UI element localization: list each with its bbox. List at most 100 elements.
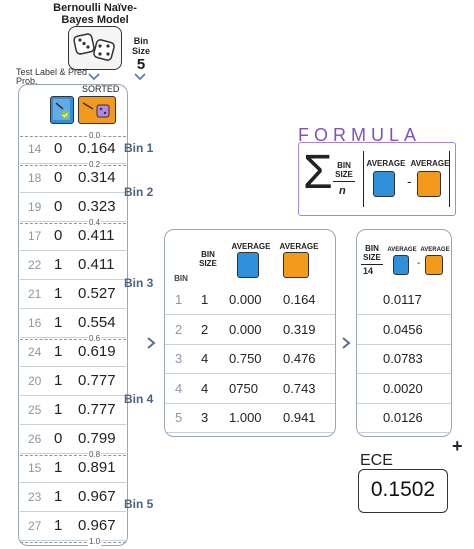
col-header-bin-size: BIN SIZE: [199, 250, 217, 268]
ece-term-row: 0.0020: [357, 375, 451, 404]
row-pred-prob: 0.967: [78, 488, 116, 505]
ece-value: 0.1502: [370, 478, 436, 501]
plus-sign: +: [452, 436, 463, 456]
cell-bin: 3: [175, 351, 183, 366]
row-index: 17: [28, 229, 42, 243]
ece-result-box: [358, 469, 448, 513]
boundary-value: 0.6: [88, 334, 102, 344]
row-index: 23: [28, 490, 42, 504]
formula-average-label: AVERAGE: [366, 159, 406, 168]
ece-term-row: 0.0126: [357, 404, 451, 433]
boundary-value: 0.0: [88, 131, 102, 141]
ece-head-bin-size: BIN SIZE: [363, 244, 381, 262]
fraction-bar: [333, 181, 355, 182]
cell-bin-size: 2: [201, 321, 209, 337]
ece-term-value: 0.0456: [383, 321, 423, 337]
ece-term-row: 0.0117: [357, 286, 451, 315]
sorted-row: 21 1 0.527: [20, 281, 126, 309]
formula-bin-size: BIN SIZE: [335, 161, 353, 179]
predicted-prob-icon: [78, 96, 116, 124]
row-index: 22: [28, 258, 42, 272]
col-header-average-prob: AVERAGE: [279, 242, 319, 251]
ece-label: ECE: [360, 452, 393, 469]
sorted-header: SORTED: [82, 84, 120, 94]
row-true-label: 1: [54, 488, 63, 505]
bin-size-label: Bin Size: [131, 36, 150, 56]
row-true-label: 1: [54, 401, 63, 418]
row-true-label: 0: [54, 198, 63, 215]
chevron-down-icon: [134, 72, 146, 84]
ece-term-value: 0.0020: [383, 380, 423, 396]
bin-label-3: Bin 3: [124, 276, 154, 290]
boundary-value: 1.0: [88, 537, 102, 547]
bin-boundary: 0.2: [20, 160, 126, 170]
sorted-row: 20 1 0.777: [20, 368, 126, 396]
sorted-row: 19 0 0.323: [20, 194, 126, 222]
ece-term-row: 0.0783: [357, 345, 451, 374]
sorted-row: 16 1 0.554: [20, 310, 126, 338]
ece-terms-table: BIN SIZE 14 AVERAGE - AVERAGE 0.0117 0.04…: [356, 229, 452, 437]
cell-average-prob: 0.941: [283, 410, 316, 425]
row-pred-prob: 0.554: [78, 314, 116, 331]
cell-bin: 1: [175, 292, 183, 307]
row-index: 14: [28, 142, 42, 156]
true-label-icon: [50, 96, 74, 124]
row-true-label: 1: [54, 256, 63, 273]
row-true-label: 1: [54, 459, 63, 476]
col-header-average-label: AVERAGE: [231, 242, 271, 251]
average-table-row: 4 4 0750 0.743: [165, 375, 335, 404]
test-label-caption: Test Label & Pred Prob.: [16, 67, 88, 86]
true-label-icon: [237, 252, 259, 278]
cell-average-prob: 0.319: [283, 321, 316, 337]
formula-box: Σ BIN SIZE n AVERAGE - AVERAGE: [298, 142, 456, 216]
col-header-bin: BIN: [174, 274, 188, 283]
cell-bin-size: 4: [201, 380, 209, 396]
boundary-value: 0.8: [88, 450, 102, 460]
chevron-right-icon: [341, 336, 351, 355]
bin-label-4: Bin 4: [124, 392, 154, 406]
row-index: 19: [28, 200, 42, 214]
ece-term-row: 0.0456: [357, 316, 451, 345]
bin-boundary: 0.0: [20, 131, 126, 141]
row-true-label: 1: [54, 285, 63, 302]
ece-term-value: 0.0783: [383, 351, 423, 366]
sorted-panel: [18, 84, 128, 546]
bin-label-2: Bin 2: [124, 185, 154, 199]
ece-head-average-prob: AVERAGE: [420, 247, 450, 253]
cell-average-label: 1.000: [229, 410, 262, 425]
cell-bin: 4: [175, 380, 183, 396]
average-table-row: 5 3 1.000 0.941: [165, 404, 335, 433]
chevron-right-icon: [146, 336, 156, 355]
sum-symbol: Σ: [303, 146, 333, 199]
row-index: 18: [28, 171, 42, 185]
abs-bar-right: [449, 151, 450, 207]
row-pred-prob: 0.777: [78, 401, 116, 418]
row-pred-prob: 0.411: [78, 256, 115, 273]
row-index: 21: [28, 287, 42, 301]
row-pred-prob: 0.411: [78, 227, 115, 244]
cell-average-prob: 0.164: [283, 292, 316, 307]
average-table-row: 2 2 0.000 0.319: [165, 316, 335, 345]
row-index: 16: [28, 316, 42, 330]
row-index: 26: [28, 432, 42, 446]
row-index: 20: [28, 374, 42, 388]
ece-term-value: 0.0117: [383, 292, 422, 307]
predicted-prob-icon: [417, 171, 441, 197]
predicted-prob-icon: [425, 255, 443, 275]
cell-bin-size: 4: [201, 351, 209, 366]
bin-size-value: 5: [136, 56, 146, 73]
cell-average-label: 0.750: [229, 351, 262, 366]
formula-average-prob: AVERAGE: [410, 159, 450, 168]
formula-title: FORMULA: [298, 125, 422, 145]
chevron-down-icon: [88, 72, 100, 84]
row-pred-prob: 0.891: [78, 459, 116, 476]
boundary-value: 0.4: [88, 218, 102, 228]
row-pred-prob: 0.799: [78, 430, 116, 447]
cell-average-label: 0.000: [229, 292, 262, 307]
minus-sign: -: [417, 258, 421, 269]
model-title: Bernoulli Naïve-Bayes Model: [53, 2, 137, 26]
predicted-prob-icon: [283, 252, 309, 278]
dice-icon: [68, 26, 122, 70]
formula-n: n: [339, 185, 346, 197]
row-true-label: 1: [54, 372, 63, 389]
